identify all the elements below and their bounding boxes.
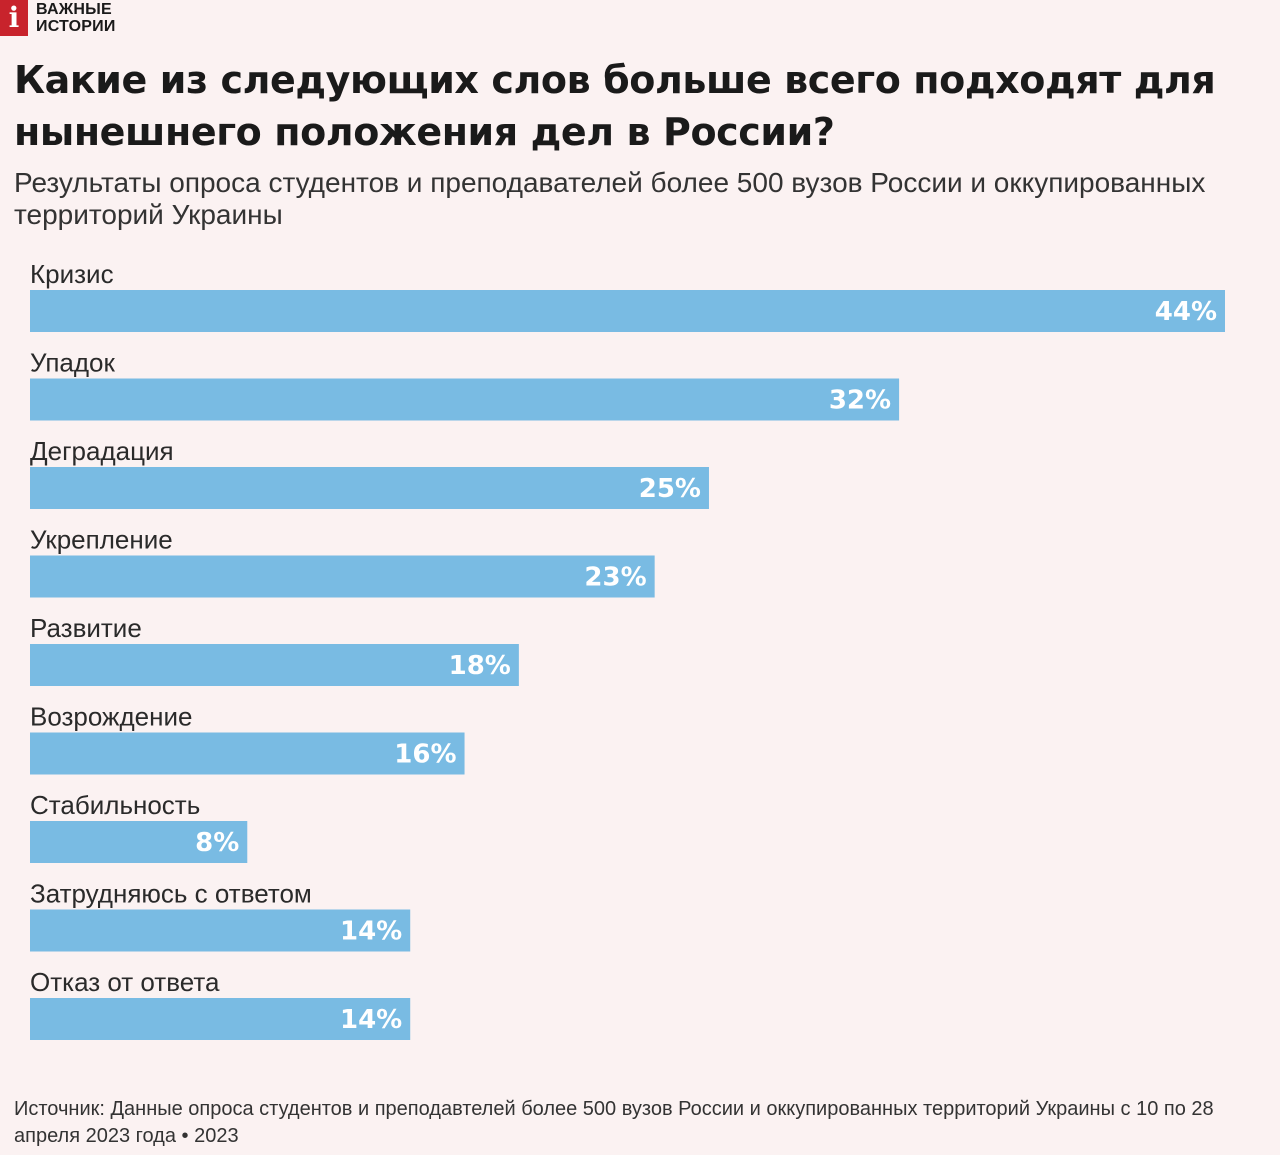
- bar: [30, 467, 709, 509]
- bar: [30, 555, 655, 598]
- bar: [30, 644, 519, 686]
- chart-title: Какие из следующих слов больше всего под…: [14, 58, 1216, 154]
- value-label: 16%: [394, 740, 456, 770]
- category-label: Развитие: [30, 613, 142, 643]
- category-label: Укрепление: [30, 525, 173, 555]
- bar: [30, 378, 900, 421]
- category-label: Затрудняюсь с ответом: [30, 879, 312, 909]
- chart-subtitle: Результаты опроса студентов и преподават…: [14, 167, 1206, 230]
- value-label: 14%: [340, 1005, 402, 1035]
- category-label: Кризис: [30, 259, 114, 289]
- bar: [30, 909, 411, 952]
- logo-icon: i: [0, 0, 28, 36]
- category-label: Стабильность: [30, 790, 200, 820]
- bar: [30, 290, 1225, 332]
- value-label: 14%: [340, 917, 402, 947]
- category-label: Деградация: [30, 436, 174, 466]
- value-label: 44%: [1155, 297, 1217, 327]
- value-label: 23%: [584, 563, 646, 593]
- value-label: 32%: [829, 386, 891, 416]
- brand-name: ВАЖНЫЕ ИСТОРИИ: [36, 1, 116, 35]
- value-label: 8%: [195, 828, 239, 858]
- bar: [30, 732, 465, 775]
- category-label: Отказ от ответа: [30, 967, 220, 997]
- category-label: Упадок: [30, 348, 116, 378]
- bar-chart: Кризис 44% Упадок 32% Деградация 25% Укреплени…: [30, 259, 1225, 1040]
- source-note: Источник: Данные опроса студентов и преп…: [14, 1098, 1214, 1147]
- bar: [30, 998, 411, 1040]
- category-label: Возрождение: [30, 702, 192, 732]
- value-label: 25%: [639, 474, 701, 504]
- value-label: 18%: [449, 651, 511, 681]
- bar: [30, 821, 248, 863]
- brand-logo: i ВАЖНЫЕ ИСТОРИИ: [0, 0, 146, 38]
